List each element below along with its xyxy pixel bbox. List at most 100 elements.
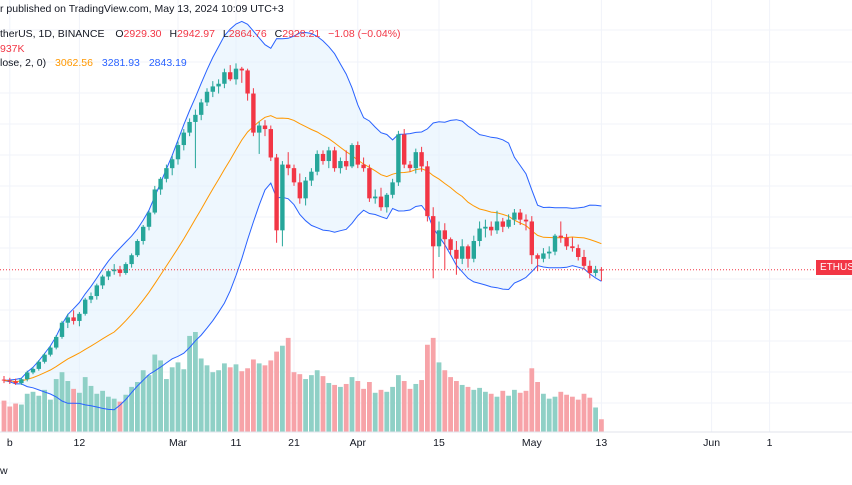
low-label: L [222,28,229,40]
x-tick-label: 11 [230,437,242,449]
candle-body [48,347,53,355]
candle [42,352,47,364]
x-tick-label: 13 [595,437,608,449]
candle-body [529,221,534,256]
candle [88,292,94,304]
candle-body [425,166,430,217]
volume-bar [164,379,169,432]
candle-body [378,196,384,208]
candle-body [344,161,349,167]
candle-body [36,361,41,369]
candle [141,225,146,245]
candle-body [320,153,326,162]
x-tick-label: May [521,437,542,449]
volume-legend: 937K [0,42,25,56]
volume-bar [158,360,163,432]
candle [123,262,128,275]
candle [332,146,337,172]
candle-body [570,246,575,249]
candle-body [152,189,157,213]
volume-bar [135,382,140,432]
candle [1,376,7,384]
volume-bar [326,382,332,432]
volume-bar [36,395,42,432]
candle [442,223,447,270]
volume-bar [309,375,314,432]
volume-bar [430,337,436,432]
bollinger-legend[interactable]: lose, 2, 0) 3062.56 3281.93 2843.19 [0,56,187,70]
bollinger-basis-line [3,115,602,383]
volume-bar [187,335,192,432]
candle [36,360,41,371]
volume-bar [77,392,82,432]
candle-body [228,72,233,80]
volume-bar [233,364,239,432]
candle [280,161,285,247]
candle-body [83,299,88,314]
candle-body [88,296,94,300]
volume-bar [274,351,279,432]
candle-body [54,336,59,348]
candle [431,207,436,279]
candle-body [396,134,401,183]
bollinger-lower-value: 2843.19 [148,57,187,69]
volume-bar [349,377,355,432]
candle-body [465,246,471,259]
candle-body [280,164,285,231]
candle-body [442,230,447,240]
candle [448,237,453,256]
candle-body [286,164,291,169]
volume-bar [575,399,581,432]
candle-body [384,194,389,208]
candle-body [558,235,563,238]
candle [541,248,546,263]
candle [181,129,186,151]
candle-body [338,161,343,169]
candle-body [112,269,117,272]
candle [48,345,53,357]
volume-bar [19,404,24,432]
candle-body [77,313,82,321]
x-tick-label: 1 [766,437,773,449]
bollinger-lower-band [3,182,602,411]
candle [570,237,575,252]
volume-bar [517,392,523,432]
candle [460,239,465,265]
candle [106,269,111,281]
candle-body [535,255,540,259]
candle [378,187,384,211]
bollinger-band-fill [4,21,602,410]
candle-body [129,255,134,265]
candle [529,216,534,265]
candle-body [581,256,587,266]
candle-body [512,212,517,220]
x-tick-label: 21 [288,437,300,449]
volume-bar [227,367,233,432]
candle [338,157,343,174]
volume-bar [111,398,117,432]
low-value: 2864.76 [228,28,267,40]
candle [402,129,407,169]
candle-body [193,114,198,122]
candle [117,265,123,277]
candle [274,153,279,243]
candle-body [164,168,169,179]
volume-bar [24,393,30,432]
volume-bar [256,363,262,432]
candle [83,297,88,316]
candle [407,161,413,172]
bollinger-params: lose, 2, 0) [0,57,47,69]
volume-bar [88,385,94,432]
volume-bar [465,386,471,432]
candle [19,377,24,385]
candle-body [541,253,546,259]
volume-bar [552,396,558,432]
candle [257,121,262,154]
candle [100,274,105,289]
candle [94,283,99,300]
candle [25,370,30,382]
volume-bar [541,393,546,432]
candle [349,143,355,169]
candle [361,157,366,172]
